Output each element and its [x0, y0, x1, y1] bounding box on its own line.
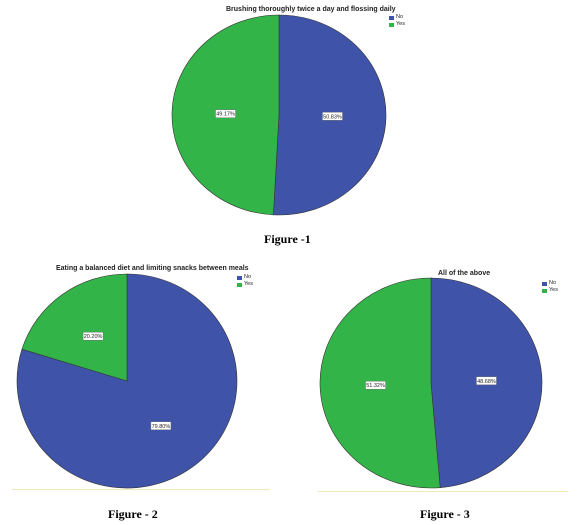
- chart2-data-label-box-yes: [82, 331, 104, 341]
- legend-item-no: No: [389, 14, 405, 21]
- legend-swatch-yes: [542, 288, 547, 293]
- legend-swatch-yes: [389, 22, 394, 27]
- chart2-baseline: [12, 489, 270, 490]
- chart3-data-label-box-yes: [365, 380, 386, 390]
- chart1-title: Brushing thoroughly twice a day and flos…: [226, 6, 396, 13]
- chart2-data-label-box-no: [150, 421, 172, 431]
- chart3-data-label-yes: 51.32%: [365, 380, 386, 390]
- chart3-legend: No Yes: [542, 280, 558, 294]
- chart2-data-label-text-yes: 20.20%: [84, 334, 103, 340]
- legend-label-yes: Yes: [244, 281, 253, 287]
- chart2-data-label-no: 79.80%: [150, 421, 172, 431]
- legend-label-yes: Yes: [549, 287, 558, 293]
- chart3-title: All of the above: [438, 270, 491, 277]
- legend-swatch-no: [542, 281, 547, 286]
- legend-label-no: No: [396, 14, 404, 20]
- chart2-data-label-text-no: 79.80%: [152, 424, 171, 430]
- chart1-data-label-box-yes: [215, 109, 236, 118]
- chart3-data-label-no: 48.68%: [476, 376, 497, 386]
- chart1-data-label-text-yes: 49.17%: [216, 112, 235, 118]
- legend-swatch-no: [237, 275, 242, 280]
- legend-swatch-no: [389, 15, 394, 20]
- chart2-data-label-yes: 20.20%: [82, 331, 104, 341]
- chart3-data-label-box-no: [476, 376, 497, 386]
- chart3-baseline: [318, 491, 568, 492]
- chart2-slice-yes: [21, 273, 128, 382]
- legend-item-yes: Yes: [237, 281, 253, 288]
- legend-item-no: No: [237, 274, 253, 281]
- legend-item-yes: Yes: [389, 21, 405, 28]
- figure3-caption: Figure - 3: [420, 507, 470, 521]
- chart3-data-label-text-yes: 51.32%: [366, 383, 385, 389]
- chart3-data-label-text-no: 48.68%: [477, 379, 496, 385]
- legend-label-no: No: [549, 280, 557, 286]
- legend-swatch-yes: [237, 282, 242, 287]
- figure1-caption: Figure -1: [264, 232, 311, 246]
- legend-item-no: No: [542, 280, 558, 287]
- chart1-data-label-yes: 49.17%: [215, 109, 236, 118]
- legend-item-yes: Yes: [542, 287, 558, 294]
- legend-label-yes: Yes: [396, 21, 405, 27]
- figure2-caption: Figure - 2: [108, 507, 158, 521]
- chart1-legend: No Yes: [389, 14, 405, 28]
- chart1-data-label-no: 50.83%: [322, 112, 343, 121]
- chart1-data-label-text-no: 50.83%: [323, 114, 342, 120]
- chart2-legend: No Yes: [237, 274, 253, 288]
- chart2-title: Eating a balanced diet and limiting snac…: [56, 265, 249, 272]
- legend-label-no: No: [244, 274, 252, 280]
- chart1-data-label-box-no: [322, 112, 343, 121]
